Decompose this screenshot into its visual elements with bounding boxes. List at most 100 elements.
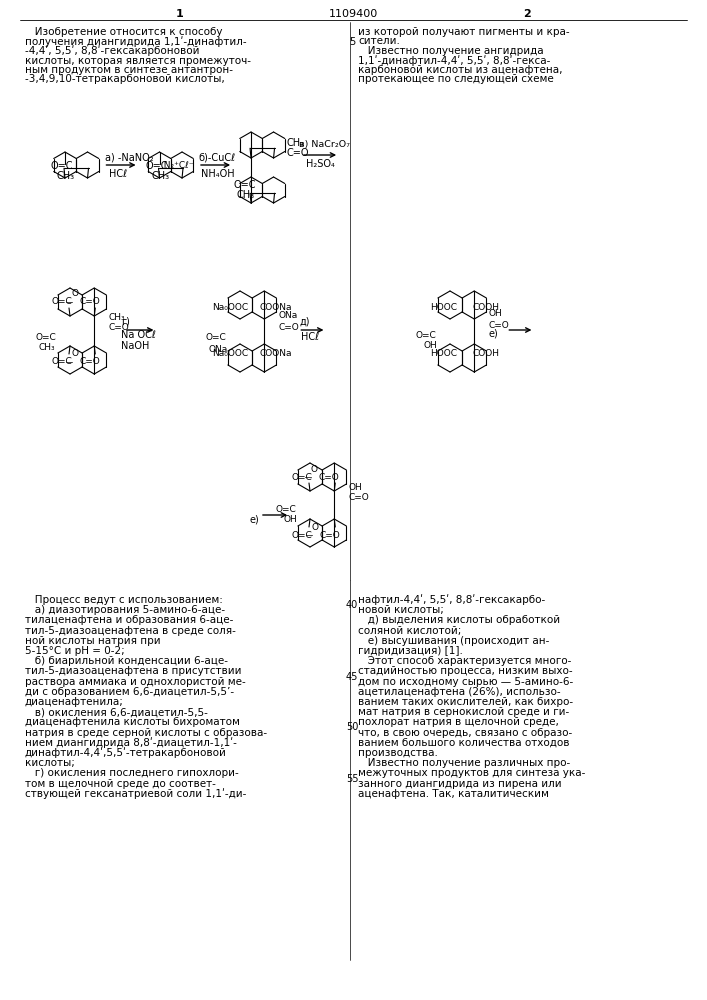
Text: ной кислоты натрия при: ной кислоты натрия при	[25, 636, 160, 646]
Text: стадийностью процесса, низким выхо-: стадийностью процесса, низким выхо-	[358, 666, 573, 676]
Text: CH₃: CH₃	[39, 342, 56, 352]
Text: O=C: O=C	[292, 473, 312, 482]
Text: COONa: COONa	[259, 302, 292, 312]
Text: занного диангидрида из пирена или: занного диангидрида из пирена или	[358, 779, 561, 789]
Text: 45: 45	[346, 672, 358, 682]
Text: C=O: C=O	[489, 320, 509, 330]
Text: C=O: C=O	[80, 358, 101, 366]
Text: Na OCℓ: Na OCℓ	[122, 330, 156, 340]
Text: O=C: O=C	[52, 298, 73, 306]
Text: 1: 1	[176, 9, 184, 19]
Text: г) окисления последнего гипохлори-: г) окисления последнего гипохлори-	[25, 768, 239, 778]
Text: д): д)	[299, 317, 310, 327]
Text: Известно получение различных про-: Известно получение различных про-	[358, 758, 571, 768]
Text: 2: 2	[523, 9, 531, 19]
Text: O=C: O=C	[52, 358, 73, 366]
Text: 1109400: 1109400	[328, 9, 378, 19]
Text: Na₀OOC: Na₀OOC	[212, 350, 248, 359]
Text: сители.: сители.	[358, 36, 400, 46]
Text: 5-15°C и pH = 0-2;: 5-15°C и pH = 0-2;	[25, 646, 124, 656]
Text: C=O: C=O	[349, 493, 369, 502]
Text: HCℓ: HCℓ	[108, 169, 127, 179]
Text: что, в свою очередь, связано с образо-: что, в свою очередь, связано с образо-	[358, 728, 572, 738]
Text: 1,1ʹ-динафтил-4,4ʹ, 5,5ʹ, 8,8ʹ-гекса-: 1,1ʹ-динафтил-4,4ʹ, 5,5ʹ, 8,8ʹ-гекса-	[358, 55, 550, 66]
Text: кислоты;: кислоты;	[25, 758, 75, 768]
Text: мат натрия в сернокислой среде и ги-: мат натрия в сернокислой среде и ги-	[358, 707, 569, 717]
Text: д) выделения кислоты обработкой: д) выделения кислоты обработкой	[358, 615, 560, 625]
Text: OH: OH	[284, 516, 298, 524]
Text: CH₃: CH₃	[151, 171, 170, 181]
Text: дом по исходному сырью — 5-амино-6-: дом по исходному сырью — 5-амино-6-	[358, 677, 573, 687]
Text: из которой получают пигменты и кра-: из которой получают пигменты и кра-	[358, 27, 570, 37]
Text: ди с образованием 6,6-диацетил-5,5’-: ди с образованием 6,6-диацетил-5,5’-	[25, 687, 234, 697]
Text: ацетилаценафтена (26%), использо-: ацетилаценафтена (26%), использо-	[358, 687, 561, 697]
Text: нием диангидрида 8,8ʹ-диацетил-1,1ʹ-: нием диангидрида 8,8ʹ-диацетил-1,1ʹ-	[25, 737, 237, 748]
Text: OH: OH	[424, 342, 438, 351]
Text: CH₃: CH₃	[57, 171, 75, 181]
Text: COONa: COONa	[259, 350, 292, 359]
Text: диаценафтенила;: диаценафтенила;	[25, 697, 124, 707]
Text: карбоновой кислоты из аценафтена,: карбоновой кислоты из аценафтена,	[358, 65, 563, 75]
Text: COOH: COOH	[472, 302, 499, 312]
Text: 5: 5	[349, 37, 355, 47]
Text: O=C: O=C	[146, 161, 168, 171]
Text: O: O	[312, 522, 319, 532]
Text: ONa: ONa	[209, 344, 228, 354]
Text: -4,4ʹ, 5,5ʹ, 8,8ʹ-гексакарбоновой: -4,4ʹ, 5,5ʹ, 8,8ʹ-гексакарбоновой	[25, 46, 199, 56]
Text: новой кислоты;: новой кислоты;	[358, 605, 444, 615]
Text: C=O: C=O	[287, 148, 309, 158]
Text: NH₄OH: NH₄OH	[201, 169, 235, 179]
Text: OH: OH	[489, 310, 502, 318]
Text: аценафтена. Так, каталитическим: аценафтена. Так, каталитическим	[358, 789, 549, 799]
Text: тилаценафтена и образования 6-аце-: тилаценафтена и образования 6-аце-	[25, 615, 233, 625]
Text: O=C: O=C	[292, 530, 312, 540]
Text: тил-5-диазоаценафтена в присутствии: тил-5-диазоаценафтена в присутствии	[25, 666, 242, 676]
Text: е): е)	[250, 515, 259, 525]
Text: межуточных продуктов для синтеза ука-: межуточных продуктов для синтеза ука-	[358, 768, 585, 778]
Text: ным продуктом в синтезе антантрон-: ным продуктом в синтезе антантрон-	[25, 65, 233, 75]
Text: кислоты, которая является промежуточ-: кислоты, которая является промежуточ-	[25, 55, 251, 66]
Text: том в щелочной среде до соответ-: том в щелочной среде до соответ-	[25, 779, 216, 789]
Text: Процесс ведут с использованием:: Процесс ведут с использованием:	[25, 595, 223, 605]
Text: HOOC: HOOC	[430, 350, 457, 359]
Text: протекающее по следующей схеме: протекающее по следующей схеме	[358, 75, 554, 85]
Text: динафтил-4,4ʹ,5,5ʹ-тетракарбоновой: динафтил-4,4ʹ,5,5ʹ-тетракарбоновой	[25, 748, 227, 758]
Text: HOOC: HOOC	[430, 302, 457, 312]
Text: O=C: O=C	[416, 330, 437, 340]
Text: C=O: C=O	[108, 322, 129, 332]
Text: тил-5-диазоаценафтена в среде соля-: тил-5-диазоаценафтена в среде соля-	[25, 626, 236, 636]
Text: ванием большого количества отходов: ванием большого количества отходов	[358, 738, 570, 748]
Text: е) высушивания (происходит ан-: е) высушивания (происходит ан-	[358, 636, 549, 646]
Text: O=C: O=C	[276, 506, 297, 514]
Text: O=C: O=C	[206, 334, 227, 342]
Text: похлорат натрия в щелочной среде,: похлорат натрия в щелочной среде,	[358, 717, 559, 727]
Text: -3,4,9,10-тетракарбоновой кислоты,: -3,4,9,10-тетракарбоновой кислоты,	[25, 75, 225, 85]
Text: O=C: O=C	[36, 332, 57, 342]
Text: CH₃: CH₃	[108, 312, 125, 322]
Text: натрия в среде серной кислоты с образова-: натрия в среде серной кислоты с образова…	[25, 728, 267, 738]
Text: C=O: C=O	[319, 473, 340, 482]
Text: г): г)	[122, 317, 130, 327]
Text: O=C: O=C	[233, 180, 255, 190]
Text: а) диазотирования 5-амино-6-аце-: а) диазотирования 5-амино-6-аце-	[25, 605, 225, 615]
Text: а) -NaNO₂: а) -NaNO₂	[105, 152, 153, 162]
Text: 55: 55	[346, 774, 358, 784]
Text: б)-CuCℓ: б)-CuCℓ	[198, 152, 235, 162]
Text: H₂SO₄: H₂SO₄	[306, 159, 335, 169]
Text: б) биарильной конденсации 6-аце-: б) биарильной конденсации 6-аце-	[25, 656, 228, 666]
Text: CH₃: CH₃	[236, 190, 254, 200]
Text: O=C: O=C	[51, 161, 74, 171]
Text: C=O: C=O	[80, 298, 101, 306]
Text: C=O: C=O	[320, 530, 341, 540]
Text: O: O	[72, 350, 79, 359]
Text: 50: 50	[346, 722, 358, 732]
Text: в) окисления 6,6-диацетил-5,5-: в) окисления 6,6-диацетил-5,5-	[25, 707, 208, 717]
Text: O: O	[311, 464, 318, 474]
Text: ствующей гексанатриевой соли 1,1ʹ-ди-: ствующей гексанатриевой соли 1,1ʹ-ди-	[25, 788, 246, 799]
Text: CH₃: CH₃	[287, 138, 305, 148]
Text: е): е)	[489, 328, 498, 338]
Text: Na₀OOC: Na₀OOC	[212, 302, 248, 312]
Text: раствора аммиака и однохлористой ме-: раствора аммиака и однохлористой ме-	[25, 677, 246, 687]
Text: Изобретение относится к способу: Изобретение относится к способу	[25, 27, 223, 37]
Text: диаценафтенила кислоты бихроматом: диаценафтенила кислоты бихроматом	[25, 717, 240, 727]
